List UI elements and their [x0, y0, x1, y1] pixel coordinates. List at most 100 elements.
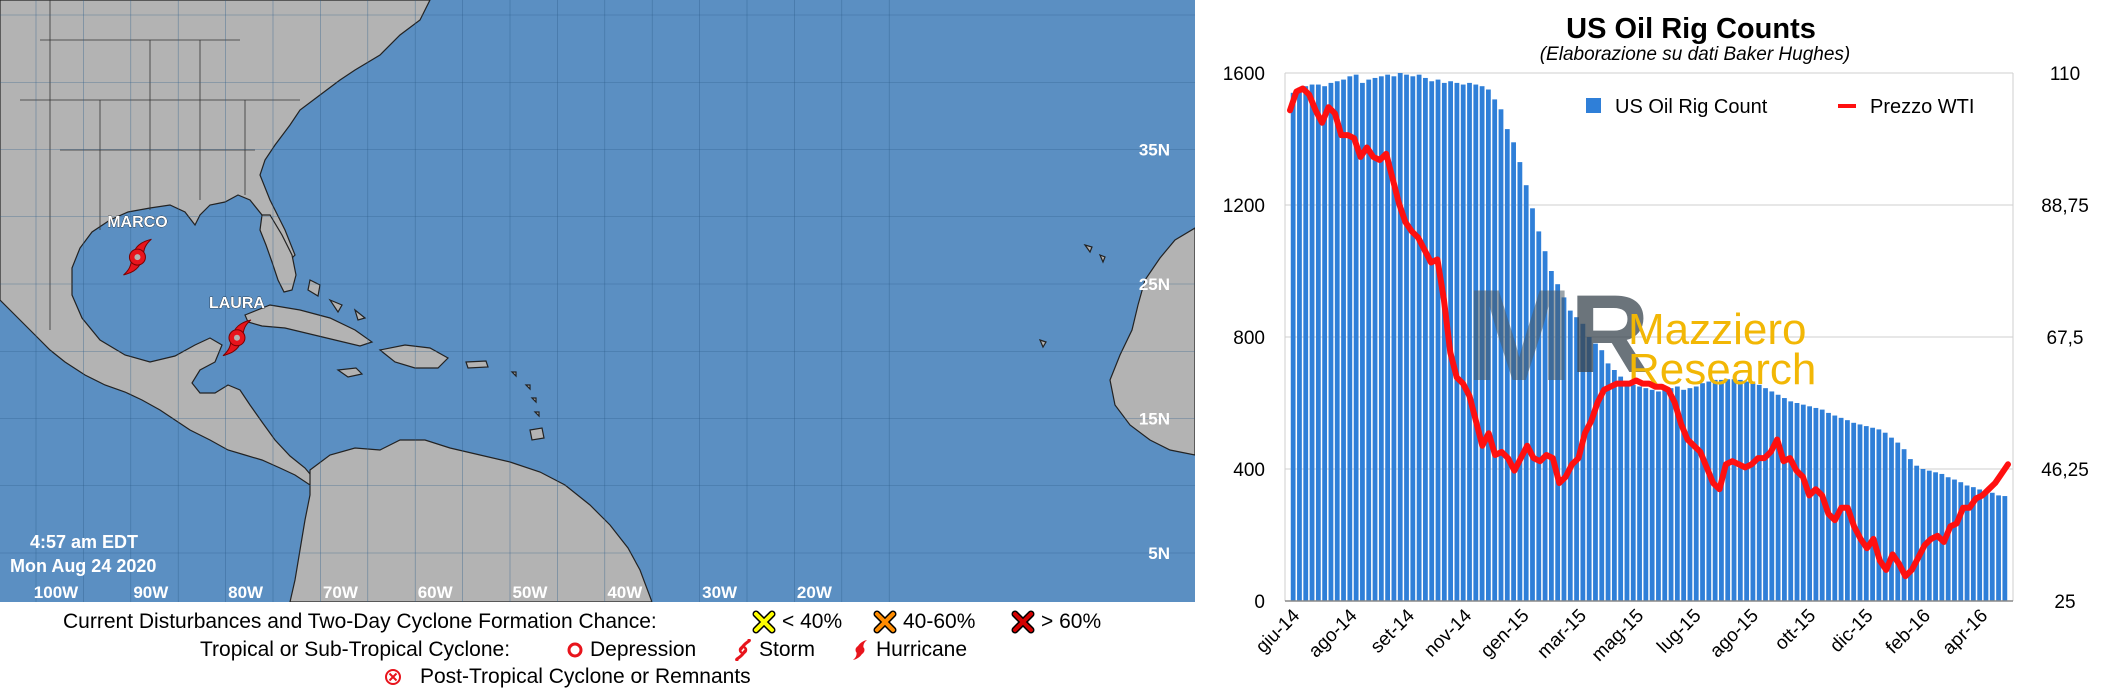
rig-count-bar [1630, 384, 1636, 601]
rig-count-bar [1599, 350, 1605, 601]
rig-count-bar [1586, 337, 1592, 601]
lon-label: 100W [34, 583, 79, 602]
rig-count-bar [1857, 424, 1863, 601]
x-tick-group: apr-16 [1939, 605, 1993, 659]
rig-count-bar [1347, 76, 1353, 602]
legend-swatch-rig-count [1586, 98, 1601, 113]
right-axis-tick-label: 67,5 [2047, 328, 2084, 349]
rig-count-bar [1964, 485, 1970, 601]
rig-count-bar [1561, 297, 1567, 601]
rig-count-bar [1681, 389, 1687, 601]
x-tick-group: mag-15 [1588, 605, 1648, 665]
storm-marker-laura[interactable] [222, 319, 252, 357]
x-tick-group: nov-14 [1420, 605, 1476, 661]
left-axis-tick-label: 1200 [1223, 196, 1265, 217]
rig-count-bar [1901, 449, 1907, 601]
rig-count-bar [1504, 129, 1510, 601]
rig-count-bars [1290, 73, 2008, 602]
land-south-america [289, 439, 653, 602]
rig-count-bar [1429, 81, 1435, 601]
timestamp-time: 4:57 am EDT [30, 532, 138, 552]
rig-count-bar [1756, 384, 1762, 601]
rig-count-bar [1643, 388, 1649, 601]
rig-count-bar [1511, 142, 1516, 602]
x-tick-label: nov-14 [1420, 605, 1476, 661]
rig-count-bar [1523, 185, 1529, 601]
lat-label: 25N [1139, 275, 1170, 294]
rig-count-bar [1611, 370, 1617, 601]
right-axis-tick-label: 46,25 [2041, 460, 2089, 481]
legend-label-wti: Prezzo WTI [1870, 96, 1974, 118]
right-axis-tick-label: 88,75 [2041, 196, 2089, 217]
watermark: M R Mazziero Research [1465, 262, 1816, 408]
rig-count-bar [1290, 92, 1296, 602]
x-tick-label: apr-16 [1939, 605, 1993, 659]
x-tick-label: ago-15 [1706, 605, 1763, 662]
x-tick-label: gen-15 [1477, 605, 1534, 662]
storm-marker-marco[interactable] [123, 238, 152, 276]
left-axis-tick-label: 400 [1233, 460, 1265, 481]
legend-post-tropical: Post-Tropical Cyclone or Remnants [384, 665, 751, 689]
rig-count-bar [1315, 84, 1321, 602]
rig-count-bar [1441, 82, 1447, 601]
rig-count-bar [1983, 491, 1989, 601]
post-tropical-icon [385, 669, 401, 685]
legend-chance-high: > 60% [1011, 610, 1101, 634]
land-trinidad [529, 427, 545, 441]
rig-count-bar [1813, 407, 1819, 601]
x-tick-label: lug-15 [1653, 605, 1705, 657]
rig-count-bar [1567, 310, 1573, 601]
x-tick-label: mag-15 [1588, 605, 1648, 665]
rig-count-bar [1920, 469, 1926, 601]
rig-count-bar [1889, 437, 1894, 601]
rig-count-bar [1794, 403, 1800, 601]
rig-count-bar [1807, 406, 1812, 601]
rig-count-bar [1731, 379, 1737, 601]
rig-count-bar [1977, 489, 1983, 601]
legend-chance-mid: 40-60% [873, 610, 975, 634]
rig-count-bar [1555, 284, 1561, 601]
rig-count-bar [1473, 84, 1479, 602]
x-tick-group: set-14 [1367, 605, 1419, 657]
hurricane-map-panel: MARCO LAURA 35N 25N 15N 5N 100W 90W 80W 70W 60W 5… [0, 0, 1195, 689]
land-masses [0, 0, 1195, 602]
rig-count-bar [1423, 77, 1428, 601]
legend-label-rig-count: US Oil Rig Count [1615, 96, 1768, 118]
lat-label: 5N [1148, 544, 1170, 563]
wti-price-series [1287, 85, 2011, 580]
rig-count-bar [1637, 386, 1642, 601]
depression-icon [567, 642, 583, 658]
red-x-icon [1011, 610, 1035, 634]
x-tick-label: dic-15 [1826, 605, 1877, 656]
storm-label: MARCO [107, 214, 167, 231]
rig-count-bar [1750, 383, 1756, 601]
lon-label: 70W [323, 583, 359, 602]
rig-count-bar [1498, 109, 1504, 602]
rig-count-bar [1517, 162, 1523, 601]
rig-count-bar [1486, 89, 1491, 601]
land-cuba [244, 304, 374, 347]
rig-count-bar [1467, 82, 1472, 601]
legend-storm-label: Storm [759, 638, 816, 661]
rig-count-bar [1435, 79, 1441, 602]
legend-chance-high-label: > 60% [1041, 610, 1102, 633]
rig-count-bar [1693, 386, 1699, 601]
rig-count-bar [1656, 391, 1661, 601]
land-cape-verde [1038, 243, 1106, 349]
lon-label: 50W [513, 583, 549, 602]
rig-count-bar [1618, 376, 1624, 601]
left-axis-tick-label: 800 [1233, 328, 1265, 349]
rig-count-bar [1668, 388, 1674, 601]
x-tick-group: feb-16 [1882, 605, 1935, 658]
legend-hurricane: Hurricane [850, 638, 967, 662]
rig-count-bar [1341, 79, 1346, 602]
x-tick-group: ago-15 [1706, 605, 1763, 662]
rig-count-bar [1662, 389, 1668, 601]
rig-count-bar [1876, 429, 1882, 601]
rig-count-bar [1492, 99, 1498, 602]
rig-count-bar [1454, 82, 1460, 601]
land-lesser-antilles [510, 371, 540, 418]
rig-count-bar [1397, 73, 1403, 601]
rig-count-bar [1712, 379, 1718, 601]
timestamp-date: Mon Aug 24 2020 [10, 556, 156, 576]
